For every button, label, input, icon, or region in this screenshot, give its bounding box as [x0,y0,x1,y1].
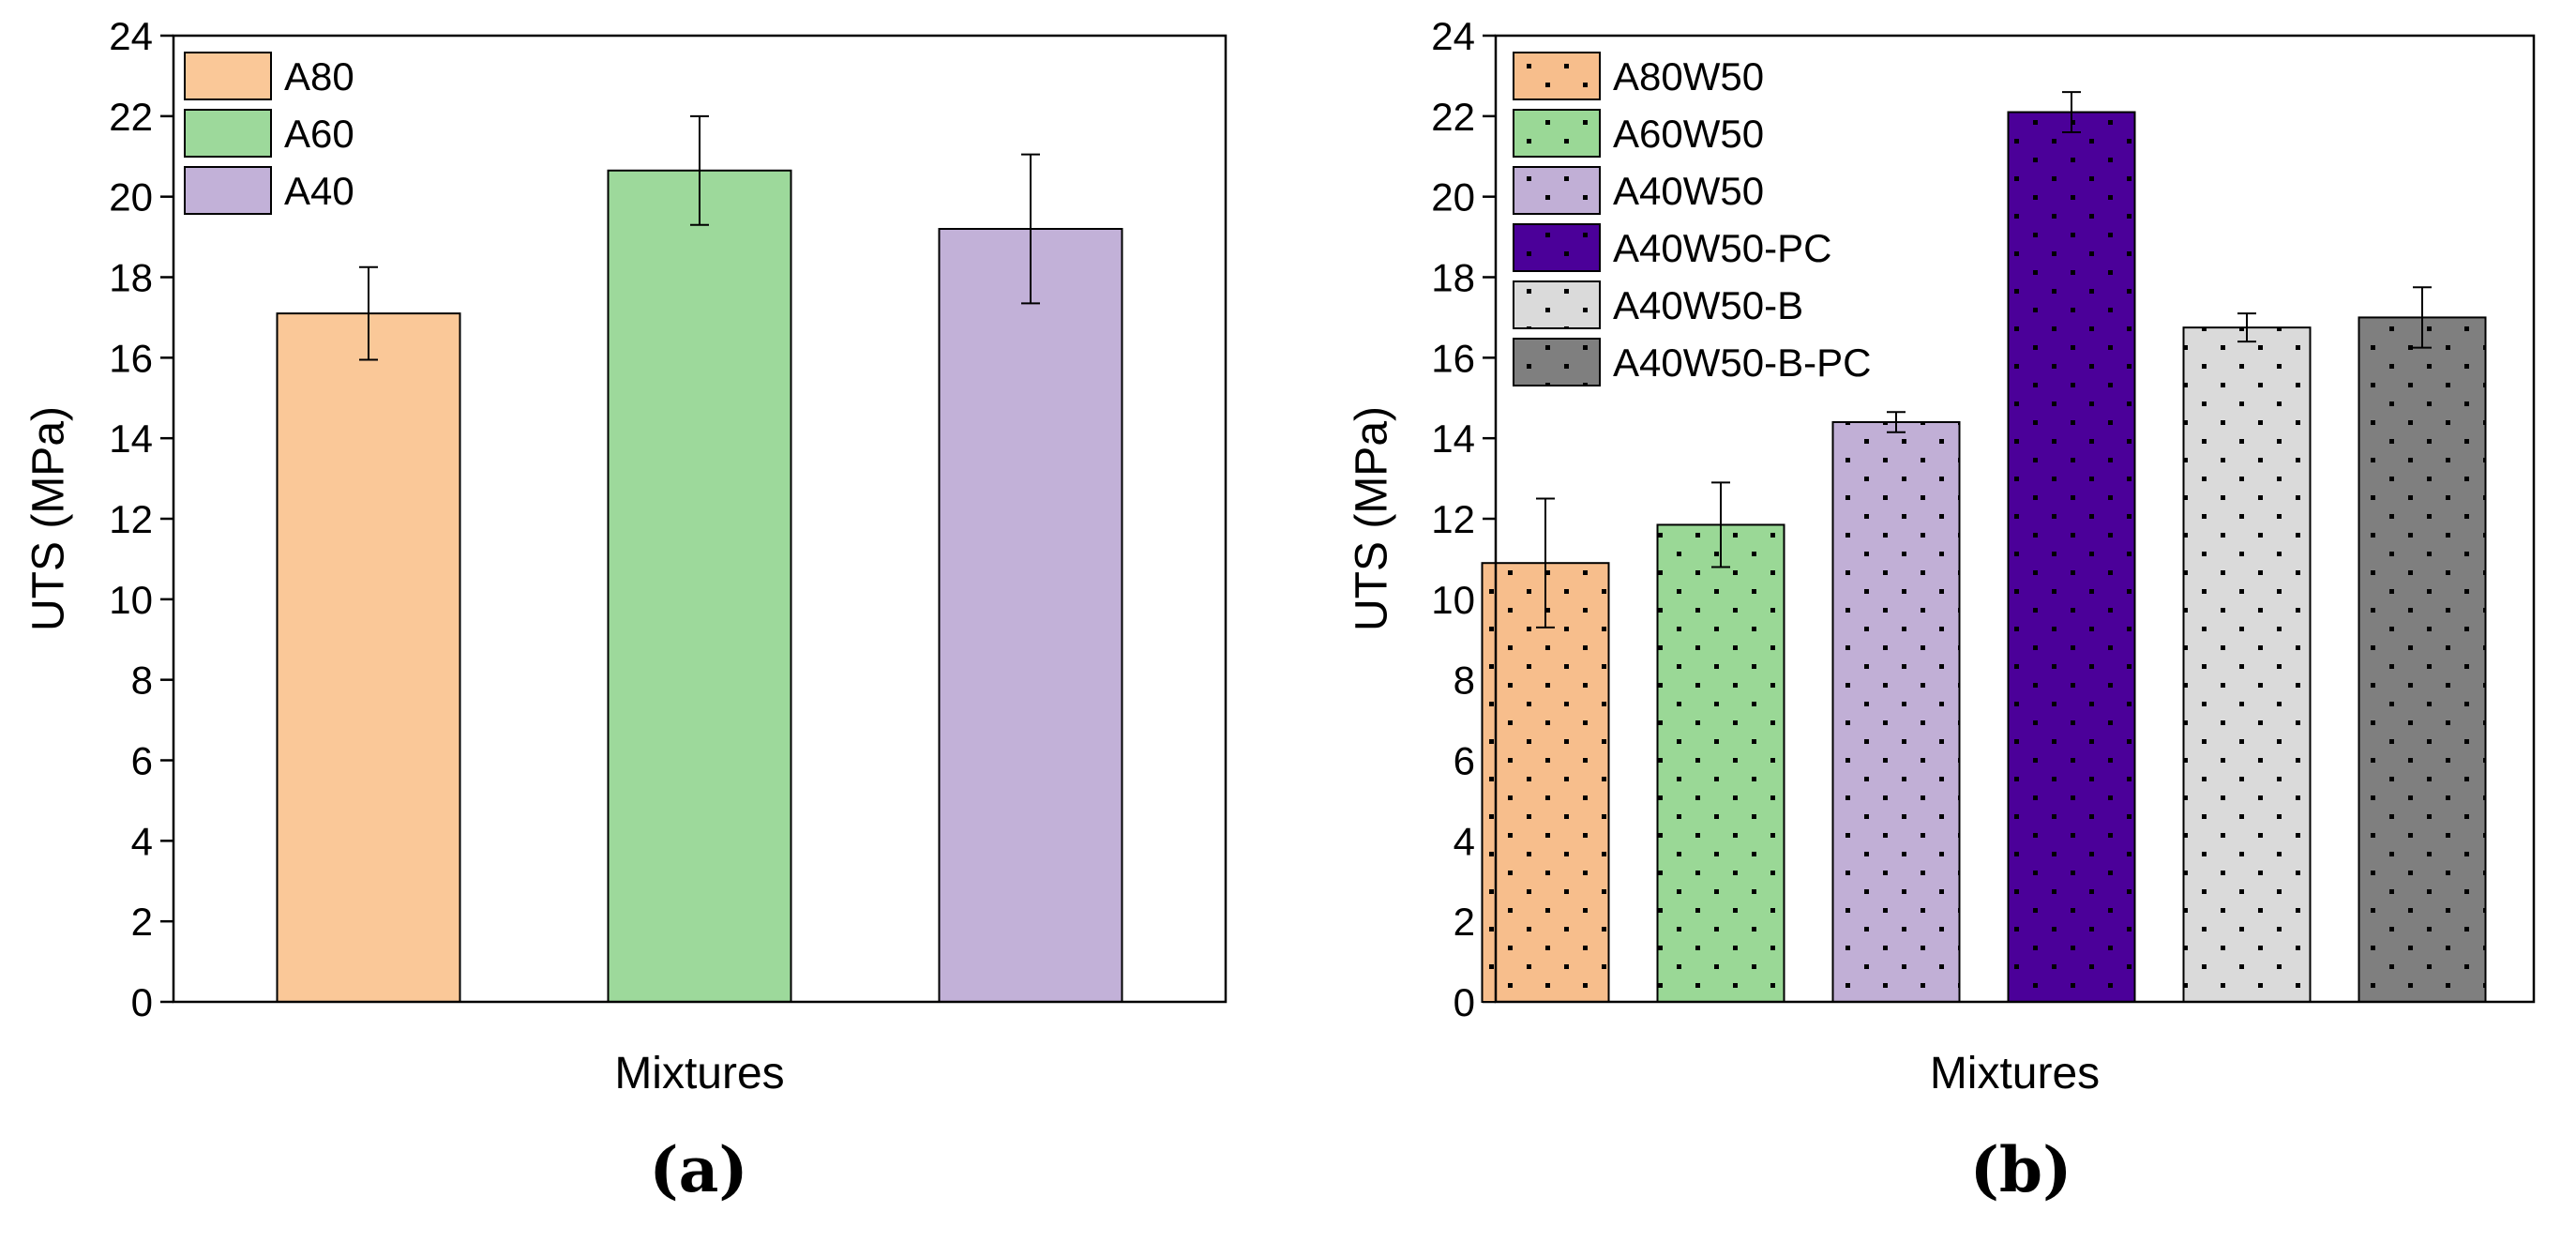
legend-swatch [184,166,272,215]
panel-label-a: (a) [649,1133,747,1206]
y-tick-label: 24 [1431,14,1475,58]
bar-pattern [2358,317,2486,1003]
legend-swatch-pattern [1514,53,1600,99]
bar-a40 [938,228,1123,1003]
x-axis-label-b: Mixtures [1930,1049,2100,1098]
legend-label: A40W50-B-PC [1613,341,1871,385]
legend-swatch-pattern [1514,110,1600,157]
legend-label: A80W50 [1613,54,1764,98]
y-tick-label: 2 [131,900,153,944]
y-tick-label: 8 [1454,659,1475,703]
bars-a [276,114,1123,1004]
y-tick-label: 20 [1431,175,1475,220]
y-tick-label: 10 [109,578,153,622]
plot-frame-b [1494,34,2536,1004]
bar-pattern [2183,327,2311,1002]
bar-pattern [1832,422,1960,1002]
x-axis-label-a: Mixtures [614,1049,784,1098]
bar-pattern [2008,112,2135,1002]
y-tick-label: 20 [109,175,153,220]
legend-label: A40 [284,169,354,213]
y-tick-label: 14 [109,417,153,461]
y-tick-label: 22 [109,95,153,139]
legend-label: A80 [284,54,354,98]
legend-label: A40W50-B [1613,283,1803,327]
legend-swatch-pattern [1514,281,1600,328]
legend-label: A40W50-PC [1613,226,1831,270]
y-tick-label: 6 [131,739,153,783]
bar-a60 [607,169,792,1004]
y-tick-label: 0 [131,980,153,1024]
y-tick-label: 14 [1431,417,1475,461]
y-axis-label-a: UTS (MPa) [24,406,74,631]
bar-a80 [276,312,461,1003]
y-tick-label: 18 [1431,256,1475,300]
legend-swatch-pattern [1514,339,1600,386]
legend-label: A40W50 [1613,169,1764,213]
plot-frame-a [172,34,1228,1004]
y-tick-label: 4 [131,819,153,863]
legend-a: A80 A60 A40 [184,52,354,215]
y-tick-label: 16 [1431,336,1475,380]
y-tick-label: 24 [109,14,153,58]
y-tick-label: 4 [1454,819,1475,863]
panel-label-b: (b) [1970,1133,2072,1206]
legend-b: A80W50 A60W50 A40W50 A40W50-PC A40W50-B A40W5… [1513,52,1871,386]
legend-swatch [184,109,272,158]
y-tick-label: 16 [109,336,153,380]
y-tick-label: 2 [1454,900,1475,944]
y-tick-label: 12 [109,497,153,541]
legend-swatch-pattern [1514,224,1600,271]
y-tick-label: 6 [1454,739,1475,783]
y-tick-label: 10 [1431,578,1475,622]
legend-swatch-pattern [1514,167,1600,214]
y-tick-label: 22 [1431,95,1475,139]
y-tick-label: 0 [1454,980,1475,1024]
y-tick-label: 18 [109,256,153,300]
bar-pattern [1657,524,1785,1002]
bars-b [1481,91,2487,1004]
legend-label: A60W50 [1613,112,1764,156]
legend-label: A60 [284,112,354,156]
legend-swatch [184,52,272,100]
y-tick-label: 8 [131,659,153,703]
y-axis-label-b: UTS (MPa) [1348,406,1397,631]
y-tick-label: 12 [1431,497,1475,541]
bar-pattern [1482,563,1609,1002]
